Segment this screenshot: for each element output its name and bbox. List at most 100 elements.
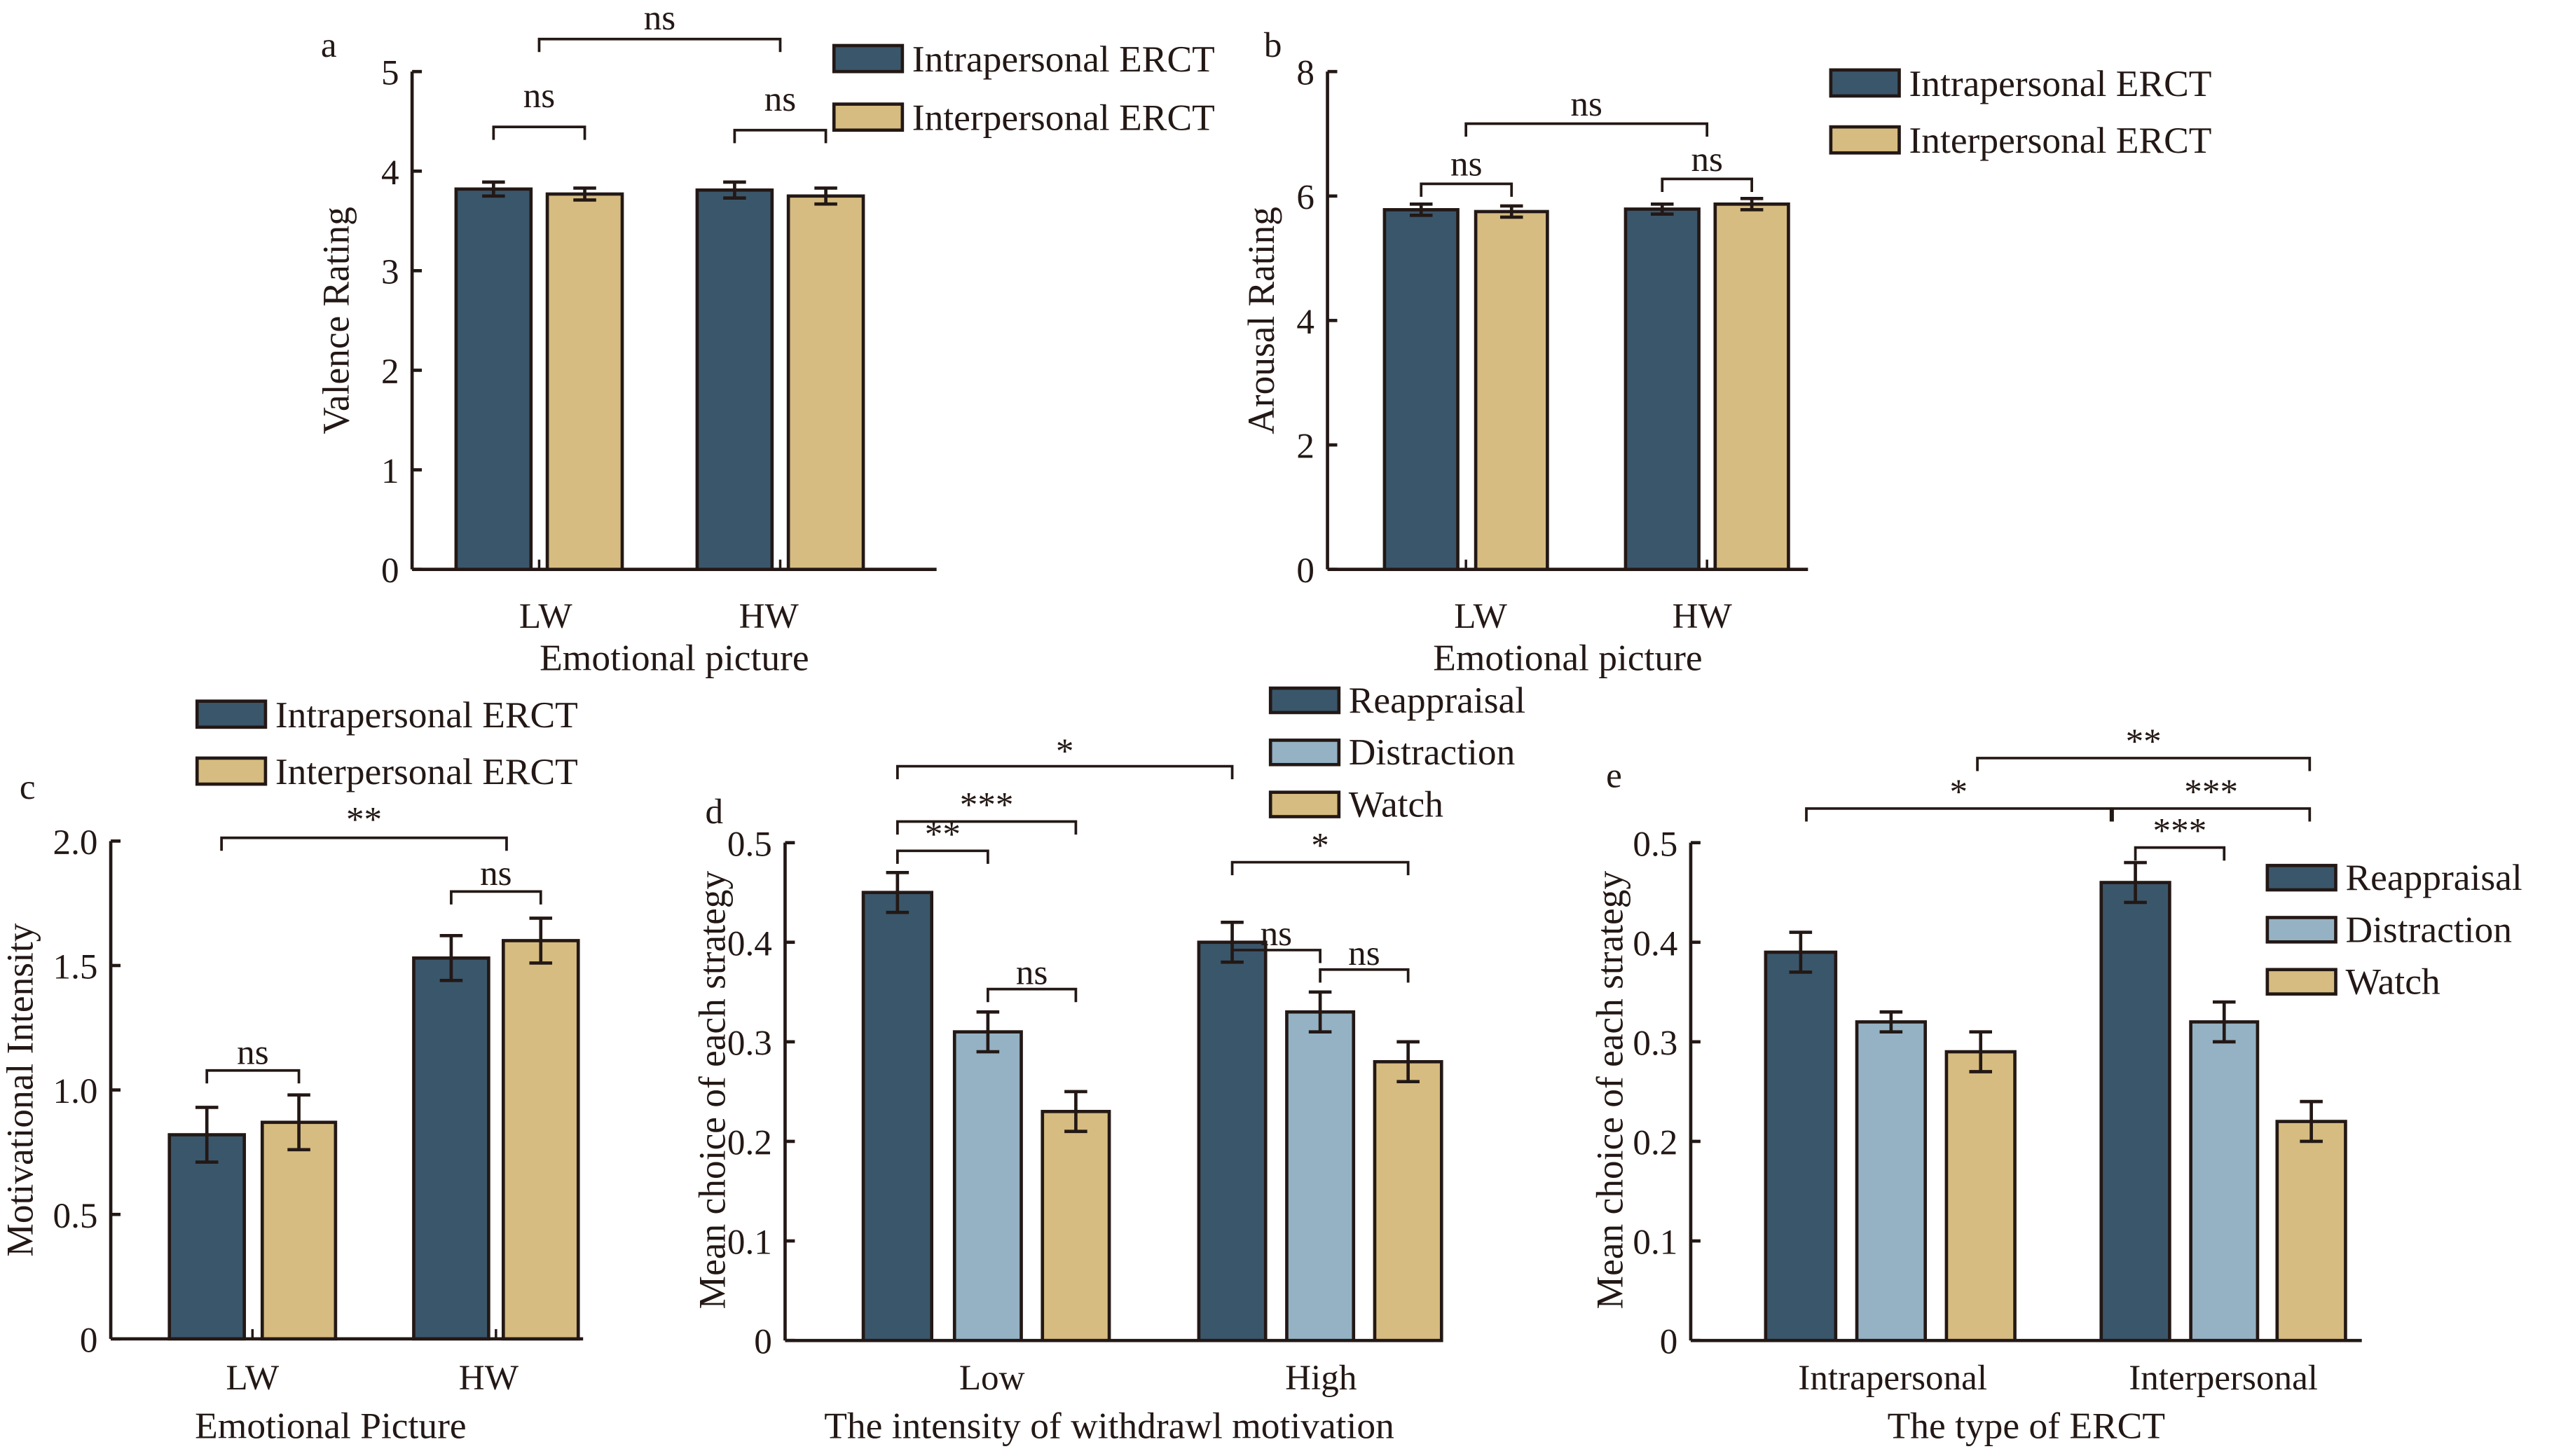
significance-label: * bbox=[1056, 732, 1074, 771]
y-axis-label: Mean choice of each strategy bbox=[1588, 871, 1630, 1310]
significance-bracket bbox=[896, 820, 1078, 835]
y-tick-label: 0.3 bbox=[1633, 1023, 1677, 1063]
y-tick-label: 0.5 bbox=[727, 824, 772, 864]
significance-bracket bbox=[987, 987, 1078, 1003]
x-tick-label: LW bbox=[519, 596, 572, 636]
significance-label: ns bbox=[1261, 914, 1292, 954]
panel-c: c 0 0.5 1.0 1.5 2.0 LW HW Emotional Picture Motiv… bbox=[0, 694, 584, 1446]
x-tick-label: Low bbox=[959, 1358, 1025, 1398]
y-tick-label: 0.4 bbox=[1633, 923, 1677, 963]
y-tick-label: 0 bbox=[80, 1320, 98, 1360]
significance-bracket bbox=[1976, 757, 2312, 771]
x-axis-label: Emotional picture bbox=[540, 637, 809, 679]
x-tick-label: High bbox=[1285, 1358, 1357, 1398]
bar bbox=[1041, 1110, 1111, 1342]
x-tick-label: LW bbox=[226, 1358, 279, 1398]
bar bbox=[1382, 207, 1460, 571]
y-tick-label: 1.0 bbox=[53, 1071, 98, 1111]
y-axis-label: Valence Rating bbox=[315, 207, 357, 434]
legend-swatch bbox=[195, 699, 268, 729]
legend-label: Watch bbox=[1349, 783, 1443, 825]
y-tick-label: 0.2 bbox=[727, 1123, 772, 1163]
significance-label: ns bbox=[644, 0, 675, 38]
bar bbox=[260, 1120, 338, 1341]
panel-d: d 0 0.1 0.2 0.3 0.4 0.5 Low High The intensity of… bbox=[691, 679, 1525, 1446]
bar bbox=[1197, 940, 1268, 1342]
x-axis-label: The intensity of withdrawl motivation bbox=[824, 1404, 1394, 1446]
bar bbox=[2275, 1120, 2347, 1342]
significance-bracket bbox=[537, 37, 782, 53]
y-tick-label: 2 bbox=[381, 352, 399, 392]
significance-bracket bbox=[492, 125, 586, 140]
legend-swatch bbox=[1829, 125, 1901, 155]
significance-bracket bbox=[205, 1069, 301, 1084]
x-axis-label: The type of ERCT bbox=[1888, 1404, 2165, 1446]
y-tick-label: 0.5 bbox=[1633, 824, 1677, 864]
legend-label: Interpersonal ERCT bbox=[1909, 119, 2211, 161]
x-tick-label: LW bbox=[1454, 596, 1507, 636]
significance-label: ns bbox=[1348, 933, 1380, 973]
legend-swatch bbox=[832, 102, 905, 132]
y-tick-label: 0.1 bbox=[1633, 1223, 1677, 1263]
significance-bracket bbox=[1661, 177, 1753, 192]
panel-letter: c bbox=[20, 767, 36, 807]
panel-letter: a bbox=[321, 25, 337, 65]
x-tick-label: Intrapersonal bbox=[1798, 1358, 1987, 1398]
y-axis-label: Motivational Intensity bbox=[0, 923, 41, 1256]
significance-label: ns bbox=[523, 76, 555, 116]
legend-label: Reappraisal bbox=[1349, 679, 1525, 721]
y-tick-label: 0 bbox=[754, 1322, 772, 1362]
significance-bracket bbox=[2111, 807, 2312, 822]
significance-label: ns bbox=[764, 79, 796, 119]
significance-bracket bbox=[1420, 182, 1513, 197]
significance-label: ns bbox=[480, 853, 512, 893]
legend-swatch bbox=[1268, 686, 1341, 715]
significance-bracket bbox=[220, 836, 508, 851]
significance-label: *** bbox=[2153, 811, 2207, 851]
significance-label: * bbox=[1311, 826, 1329, 866]
bar bbox=[1474, 210, 1549, 571]
legend-label: Interpersonal ERCT bbox=[912, 97, 1215, 139]
legend-swatch bbox=[2265, 863, 2337, 892]
y-tick-label: 1.5 bbox=[53, 947, 98, 987]
significance-bracket bbox=[733, 128, 828, 144]
significance-bracket bbox=[896, 849, 989, 864]
panel-e: e 0 0.1 0.2 0.3 0.4 0.5 Intrapersonal Interperso… bbox=[1588, 722, 2522, 1446]
significance-bracket bbox=[1805, 807, 2113, 822]
bar bbox=[695, 188, 774, 571]
y-tick-label: 0.2 bbox=[1633, 1123, 1677, 1163]
y-tick-label: 0.1 bbox=[727, 1223, 772, 1263]
x-tick-label: HW bbox=[1673, 596, 1733, 636]
legend-label: Distraction bbox=[2345, 908, 2512, 950]
bar bbox=[1944, 1050, 2017, 1342]
significance-bracket bbox=[1230, 860, 1410, 876]
significance-label: ns bbox=[237, 1032, 268, 1072]
bar bbox=[1855, 1020, 1928, 1342]
bar bbox=[786, 194, 865, 571]
significance-label: ns bbox=[1450, 144, 1482, 184]
significance-label: ns bbox=[1016, 953, 1048, 993]
bar bbox=[1285, 1010, 1356, 1342]
legend-label: Intrapersonal ERCT bbox=[275, 694, 578, 736]
bar bbox=[1713, 202, 1790, 571]
bar bbox=[952, 1030, 1023, 1342]
bar bbox=[454, 187, 533, 571]
y-tick-label: 2 bbox=[1296, 427, 1314, 467]
bar bbox=[1373, 1059, 1443, 1342]
panel-letter: d bbox=[706, 792, 724, 832]
panel-letter: b bbox=[1264, 25, 1282, 65]
panel-letter: e bbox=[1606, 756, 1622, 796]
x-tick-label: HW bbox=[459, 1358, 519, 1398]
y-tick-label: 0 bbox=[1660, 1322, 1678, 1362]
y-tick-label: 6 bbox=[1296, 177, 1314, 217]
legend-label: Distraction bbox=[1349, 731, 1516, 773]
bar bbox=[2189, 1020, 2260, 1342]
significance-label: ** bbox=[2126, 722, 2162, 762]
y-tick-label: 0.4 bbox=[727, 923, 772, 963]
significance-label: ns bbox=[1570, 84, 1602, 124]
significance-bracket bbox=[450, 890, 542, 905]
legend-swatch bbox=[2265, 968, 2337, 996]
bar bbox=[861, 891, 934, 1342]
y-tick-label: 0 bbox=[1296, 551, 1314, 591]
x-axis-label: Emotional Picture bbox=[195, 1404, 466, 1446]
